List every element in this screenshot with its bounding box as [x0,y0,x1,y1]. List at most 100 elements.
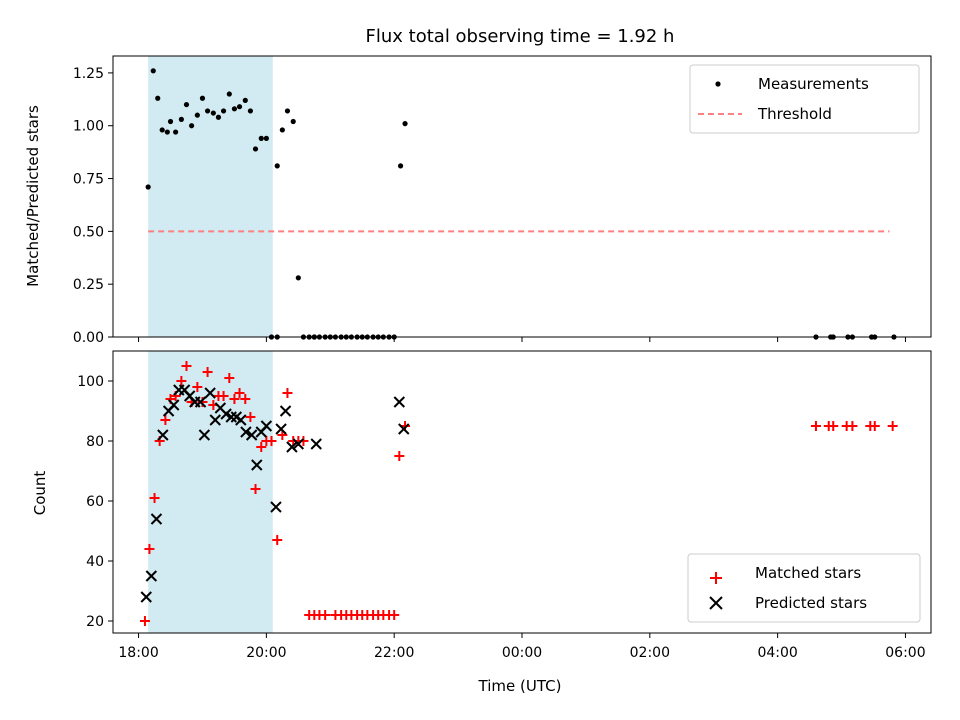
measurement-point [150,68,156,74]
measurement-point [210,110,216,116]
matched-star-point [181,361,192,371]
matched-star-point [192,382,203,392]
measurement-point [397,163,404,169]
predicted-star-point [235,414,247,426]
measurement-point [167,118,174,125]
matched-star-point [218,391,229,401]
measurement-point [279,127,285,133]
bottom-panel-ticks: 20 40 60 80 100 18:00 20:00 22:00 00:00 02:00 04:0… [77,374,925,661]
top-ylabel: Matched/Predicted stars [24,105,42,287]
matched-star-point [245,412,256,422]
ytick-label: 1.25 [73,66,104,82]
bottom-ylabel: Count [31,471,49,516]
predicted-star-point [168,399,180,411]
matched-star-point [224,373,235,383]
top-panel-ticks: 0.00 0.25 0.50 0.75 1.00 1.25 [73,66,906,346]
matched-star-point [828,421,839,431]
predicted-star-point [275,423,287,435]
measurement-point [159,127,165,133]
measurement-point [164,129,170,135]
top-panel: 0.00 0.25 0.50 0.75 1.00 1.25 Matched/Predict… [24,55,932,346]
legend-matched-label: Matched stars [755,564,861,582]
observing-window-shade [148,56,273,337]
top-legend: Measurements Threshold [689,64,920,134]
matched-star-point [234,388,245,398]
predicted-star-point [140,591,152,603]
measurement-point [242,97,248,103]
predicted-star-point [292,438,305,450]
measurement-point [236,104,243,110]
matched-star-point [389,610,400,620]
matched-star-point [149,493,160,503]
ytick-label: 0.50 [73,224,104,240]
legend-threshold-label: Threshold [757,105,832,123]
ytick-label: 100 [77,374,104,390]
matched-star-point [197,397,208,407]
xtick-label: 00:00 [502,645,542,661]
predicted-star-point [209,414,221,426]
top-panel-frame [112,55,932,338]
bottom-legend: Matched stars Predicted stars [687,553,921,623]
matched-star-point [160,415,171,425]
measurement-point [189,123,195,129]
measurement-point [290,118,296,125]
predicted-star-point [279,405,292,417]
matched-star-point [139,616,150,626]
ytick-label: 40 [86,554,104,570]
measurement-point [226,91,232,97]
measurement-point [231,106,238,112]
matched-star-point [240,394,251,404]
predicted-star-point [270,501,282,513]
matched-star-point [394,451,405,461]
legend-matched-marker [710,572,722,584]
bottom-panel-frame [112,350,932,634]
xtick-label: 20:00 [246,645,286,661]
measurement-point [194,112,200,118]
ytick-label: 1.00 [73,119,104,135]
measurement-point [215,114,222,120]
predicted-star-point [286,441,298,453]
matched-star-point [144,544,155,554]
predicted-star-point [220,408,232,420]
bottom-legend-box [687,553,921,623]
matched-star-point [869,421,880,431]
ytick-label: 80 [86,434,104,450]
matched-star-point [282,388,293,398]
measurement-point [183,101,190,108]
legend-predicted-marker [709,596,723,610]
predicted-star-point [260,420,273,432]
xtick-label: 04:00 [757,645,797,661]
measurement-point [204,108,211,114]
measurement-point [199,95,206,101]
bottom-panel-marks [139,361,898,626]
matched-star-point [320,610,331,620]
predicted-star-point [398,423,410,435]
xtick-label: 06:00 [885,645,925,661]
predicted-star-point [198,429,211,441]
measurement-point [295,275,301,281]
matched-star-point [250,484,261,494]
measurement-point [247,108,253,114]
xtick-label: 22:00 [374,645,414,661]
chart-title: Flux total observing time = 1.92 h [366,26,675,47]
ytick-label: 20 [86,614,104,630]
ytick-label: 0.00 [73,330,104,346]
legend-measurements-label: Measurements [758,75,869,93]
bottom-panel: 20 40 60 80 100 18:00 20:00 22:00 00:00 02:00 04:0… [31,350,932,695]
predicted-star-point [225,411,237,423]
measurement-point [284,108,291,114]
matched-star-point [266,436,277,446]
matched-star-point [887,421,898,431]
measurement-point [274,163,280,169]
xtick-label: 18:00 [118,645,158,661]
predicted-star-point [204,387,216,399]
predicted-star-point [150,513,163,525]
measurement-point [252,146,259,152]
legend-predicted-label: Predicted stars [755,594,867,612]
predicted-star-point [393,396,406,408]
predicted-star-point [310,438,322,450]
measurement-point [145,184,151,190]
matched-star-point [202,367,213,377]
matched-star-point [256,442,267,452]
